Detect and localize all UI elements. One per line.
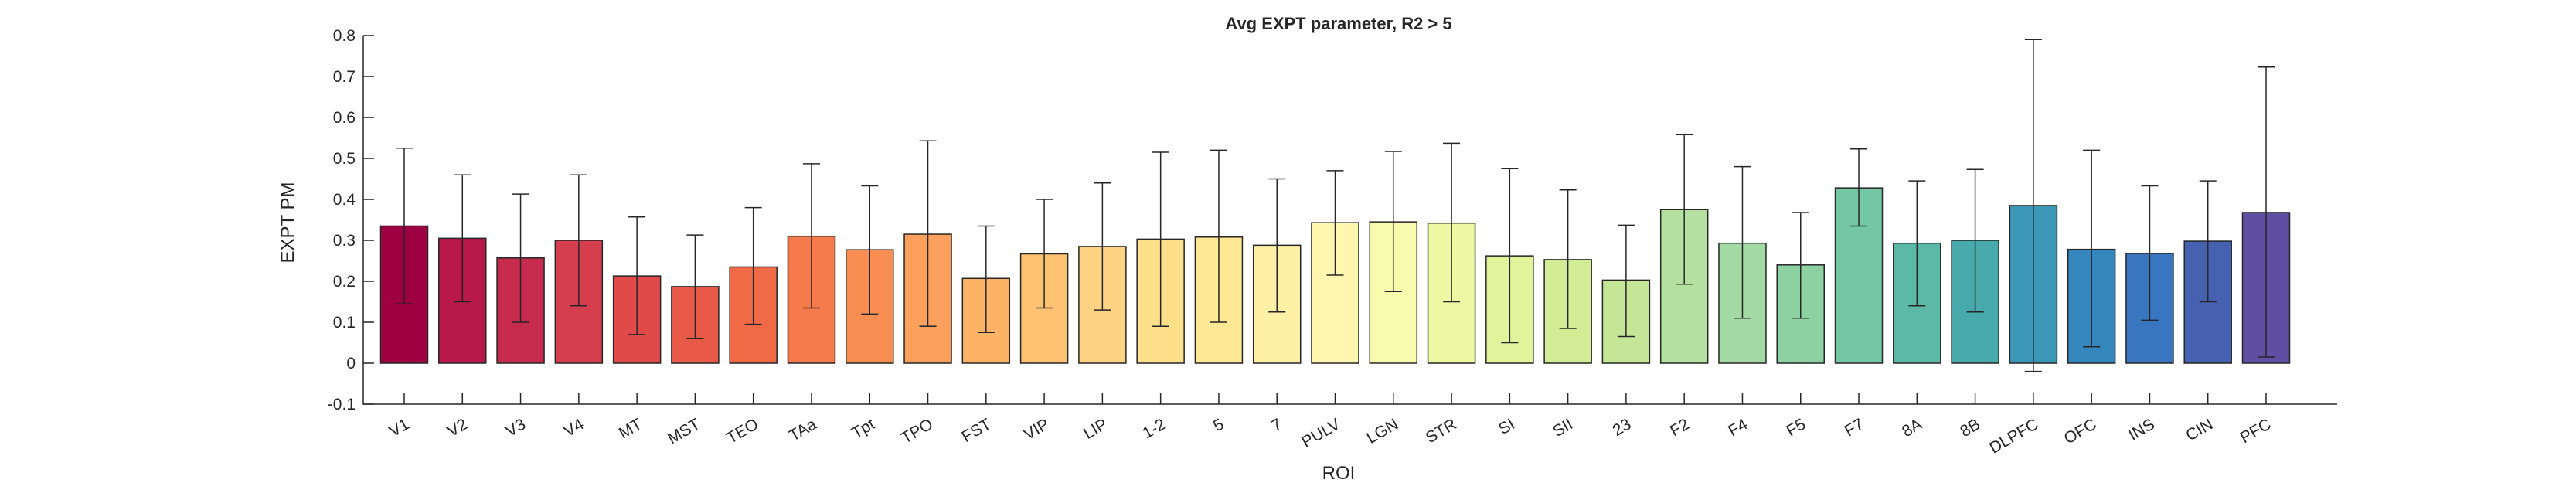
x-tick-label: 7 — [1268, 415, 1285, 435]
x-tick-label: TPO — [898, 415, 936, 447]
x-tick-label: V3 — [502, 415, 529, 440]
y-tick-label: -0.1 — [328, 396, 356, 413]
x-tick-label: 8A — [1899, 415, 1925, 440]
x-tick-label: F2 — [1667, 415, 1693, 440]
x-tick-label: LIP — [1080, 415, 1111, 443]
x-tick-label: Tpt — [849, 415, 878, 442]
y-tick-label: 0.6 — [333, 109, 356, 127]
x-tick-label: MT — [616, 415, 645, 442]
x-tick-label: 23 — [1610, 415, 1635, 440]
x-axis-ticks: V1 V2 V3 V4 MT MST TEO TAa Tpt TPO FST VIP LIP 1-2 5 7 P… — [386, 393, 2275, 457]
y-tick-label: 0.5 — [333, 150, 356, 168]
x-tick-label: V2 — [444, 415, 471, 440]
x-tick-label: F4 — [1725, 415, 1751, 440]
x-tick-label: 1-2 — [1139, 415, 1169, 442]
x-tick-label: MST — [665, 415, 703, 447]
error-bars-layer — [396, 39, 2275, 372]
y-tick-label: 0.7 — [333, 68, 356, 86]
y-tick-label: 0 — [346, 355, 356, 372]
y-tick-label: 0.3 — [333, 232, 356, 250]
chart-title: Avg EXPT parameter, R2 > 5 — [1225, 14, 1451, 33]
x-tick-label: INS — [2125, 415, 2158, 444]
x-tick-label: DLPFC — [1986, 415, 2041, 457]
axes-box — [362, 36, 2337, 405]
x-tick-label: 8B — [1957, 415, 1983, 440]
x-tick-label: FST — [958, 415, 994, 446]
x-tick-label: TEO — [723, 415, 761, 447]
x-tick-label: SII — [1550, 415, 1576, 440]
y-axis-ticks: -0.1 0 0.1 0.2 0.3 0.4 0.5 0.6 0.7 0.8 — [328, 27, 374, 413]
x-tick-label: V4 — [561, 415, 587, 440]
x-tick-label: PFC — [2237, 415, 2275, 447]
x-tick-label: STR — [1423, 415, 1460, 447]
x-tick-label: VIP — [1021, 415, 1053, 444]
y-tick-label: 0.4 — [333, 191, 356, 209]
x-tick-label: PULV — [1298, 415, 1343, 451]
y-axis-label: EXPT PM — [277, 182, 298, 264]
x-tick-label: 5 — [1210, 415, 1227, 435]
x-tick-label: LGN — [1363, 415, 1401, 447]
x-tick-label: OFC — [2061, 415, 2100, 447]
y-tick-label: 0.1 — [333, 314, 356, 332]
x-axis-label: ROI — [1322, 463, 1356, 483]
x-tick-label: F5 — [1784, 415, 1809, 440]
x-tick-label: SI — [1496, 415, 1518, 438]
y-tick-label: 0.8 — [333, 27, 356, 45]
x-tick-label: CIN — [2183, 415, 2216, 444]
x-tick-label: TAa — [786, 415, 820, 445]
y-tick-label: 0.2 — [333, 273, 356, 291]
x-tick-label: F7 — [1842, 415, 1867, 440]
x-tick-label: V1 — [386, 415, 413, 440]
